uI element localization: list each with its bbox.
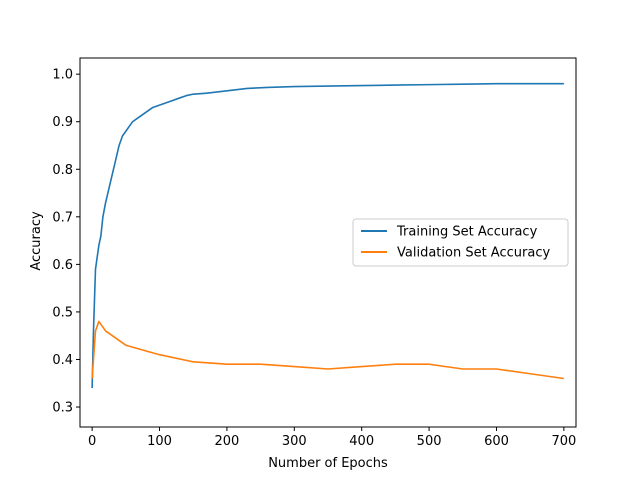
x-tick-label: 500 — [417, 434, 442, 449]
y-tick-label: 0.5 — [52, 305, 73, 320]
legend: Training Set Accuracy Validation Set Accu… — [352, 218, 569, 267]
y-tick-label: 0.3 — [52, 401, 73, 416]
x-tick-label: 100 — [147, 434, 172, 449]
y-tick-label: 0.6 — [52, 258, 73, 273]
y-axis-label: Accuracy — [29, 211, 44, 271]
x-tick-label: 200 — [214, 434, 239, 449]
x-axis-label: Number of Epochs — [268, 456, 388, 471]
legend-box — [352, 218, 569, 267]
y-tick-label: 0.4 — [52, 353, 73, 368]
y-tick-label: 0.8 — [52, 163, 73, 178]
axes: 0 100 200 300 400 500 600 700 0.3 0.4 0.5 0.6 0.7 0.8… — [52, 57, 577, 449]
y-tick-label: 0.9 — [52, 115, 73, 130]
x-tick-label: 600 — [484, 434, 509, 449]
series-line-validation — [91, 320, 564, 380]
y-tick-label: 1.0 — [52, 68, 73, 83]
series-line-training — [91, 82, 564, 389]
x-tick-label: 0 — [88, 434, 96, 449]
legend-label-training: Training Set Accuracy — [396, 225, 538, 240]
x-tick-label: 400 — [349, 434, 374, 449]
x-tick-label: 300 — [282, 434, 307, 449]
plot-area — [91, 82, 564, 389]
axes-frame — [79, 57, 577, 428]
x-tick-label: 700 — [551, 434, 576, 449]
y-tick-label: 0.7 — [52, 210, 73, 225]
legend-label-validation: Validation Set Accuracy — [397, 246, 550, 261]
